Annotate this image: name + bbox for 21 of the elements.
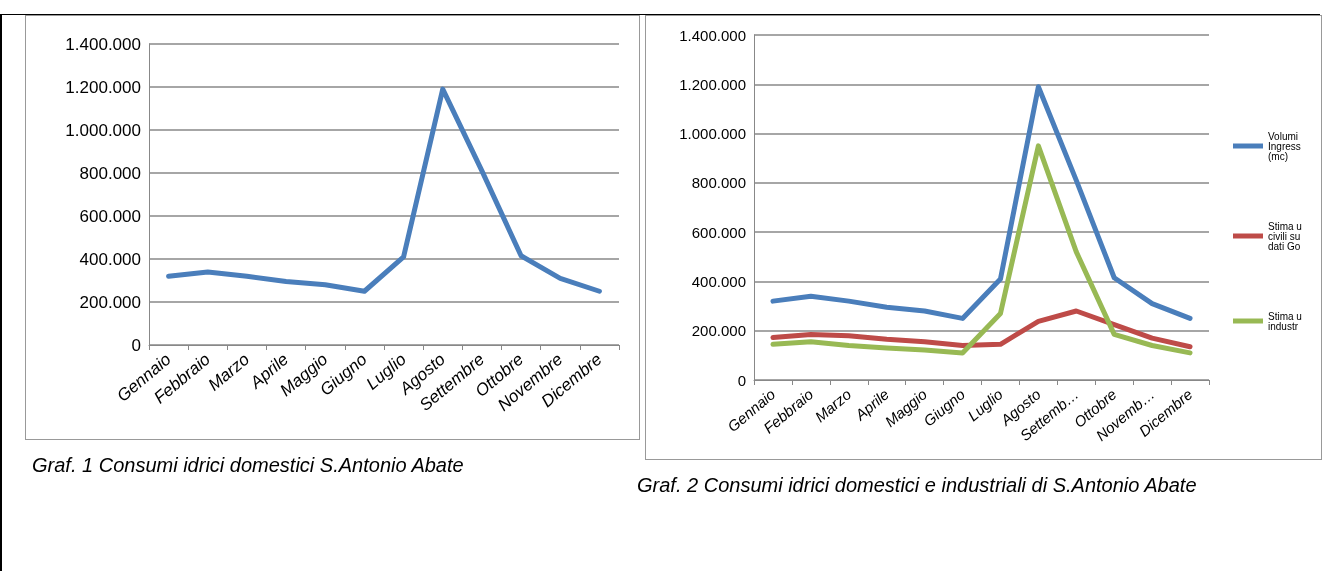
y-tick-label: 1.000.000 [679,125,746,143]
text: Graf. 1 Consumi idrici domestici S.Antonio Abate [32,453,465,478]
y-tick-label: 1.000.000 [65,120,141,140]
text: Graf. 2 Consumi idrici domestici e industriali di S.Antonio Abate [637,473,1198,498]
y-tick-label: 200.000 [79,292,141,312]
y-tick-label: 1.400.000 [679,26,746,44]
y-tick-label: 400.000 [691,272,746,290]
y-tick-label: 0 [737,371,746,389]
y-tick-label: 1.400.000 [65,34,141,54]
legend-label: Volumi Ingress (mc) [1268,130,1304,162]
legend-label: Stima u civili su dati Go [1268,220,1305,252]
y-tick-label: 200.000 [691,322,746,340]
y-tick-label: 800.000 [691,174,746,192]
y-tick-label: 400.000 [79,249,141,269]
legend-label: Stima u industr [1268,310,1305,332]
y-tick-label: 600.000 [691,223,746,241]
y-tick-label: 0 [131,335,141,355]
y-tick-label: 1.200.000 [65,77,141,97]
y-tick-label: 600.000 [79,206,141,226]
y-tick-label: 1.200.000 [679,75,746,93]
y-tick-label: 800.000 [79,163,141,183]
